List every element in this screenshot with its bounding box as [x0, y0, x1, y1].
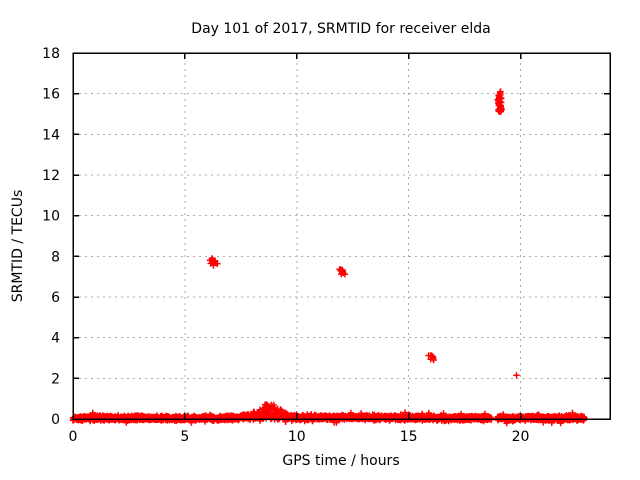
- y-tick-label: 6: [51, 290, 60, 306]
- y-tick-label: 10: [42, 209, 60, 225]
- x-tick-label: 20: [512, 429, 530, 445]
- x-tick-label: 5: [180, 429, 189, 445]
- x-tick-label: 15: [400, 429, 418, 445]
- y-tick-label: 4: [51, 331, 60, 347]
- data-points: [69, 88, 588, 427]
- y-tick-label: 12: [42, 168, 60, 184]
- x-tick-label: 10: [288, 429, 306, 445]
- plot-border-and-ticks: [72, 52, 611, 420]
- x-tick-label: 0: [69, 429, 78, 445]
- y-tick-label: 14: [42, 127, 60, 143]
- x-axis-label: GPS time / hours: [282, 453, 399, 469]
- y-tick-label: 16: [42, 87, 60, 103]
- y-tick-label: 8: [51, 249, 60, 265]
- grid-lines: [73, 53, 610, 419]
- y-axis-label: SRMTID / TECUs: [10, 190, 26, 303]
- chart-title: Day 101 of 2017, SRMTID for receiver eld…: [191, 21, 490, 37]
- y-tick-label: 18: [42, 46, 60, 62]
- tick-labels: 0 5 10 15 20 0 2 4 6 8 10 12 14 16 18: [42, 46, 529, 445]
- y-tick-label: 0: [51, 412, 60, 428]
- y-tick-label: 2: [51, 371, 60, 387]
